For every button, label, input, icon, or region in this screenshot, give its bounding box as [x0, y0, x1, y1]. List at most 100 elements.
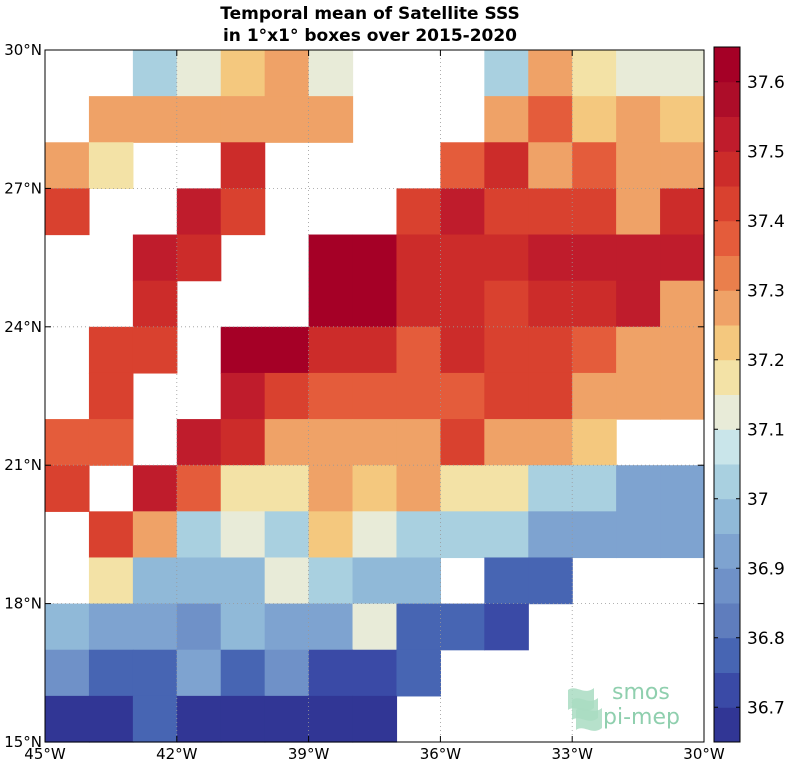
heatmap-cell	[176, 188, 222, 236]
heatmap-cell	[264, 603, 310, 651]
heatmap-cell	[308, 419, 354, 466]
heatmap-cell	[88, 649, 134, 697]
colorbar-segment	[714, 637, 740, 673]
heatmap-cell	[176, 50, 222, 97]
colorbar-tick-label: 37.1	[747, 420, 785, 440]
heatmap-cell	[396, 465, 441, 512]
plot-frame	[44, 49, 705, 743]
heatmap-cell	[264, 96, 310, 143]
heatmap-cell	[660, 465, 705, 512]
y-tick-label: 18°N	[4, 595, 42, 613]
heatmap-cell	[176, 419, 222, 466]
heatmap-cell	[484, 142, 529, 189]
colorbar-tick-label: 37.5	[747, 142, 785, 162]
heatmap-cell	[484, 96, 529, 143]
heatmap-cell	[308, 280, 354, 328]
colorbar-segment	[714, 533, 740, 569]
chart-title-line-2: in 1°x1° boxes over 2015-2020	[223, 26, 517, 46]
heatmap-cell	[484, 326, 529, 374]
heatmap-cell	[352, 372, 398, 420]
chart-title-line-1: Temporal mean of Satellite SSS	[220, 4, 519, 24]
colorbar-frame	[713, 46, 741, 743]
heatmap-cell	[88, 557, 134, 605]
heatmap-cell	[440, 372, 485, 420]
x-tick-label: 39°W	[288, 745, 330, 763]
heatmap-cell	[308, 50, 354, 97]
heatmap-cell	[616, 234, 661, 282]
heatmap-cell	[484, 372, 529, 420]
heatmap-cell	[660, 511, 705, 559]
heatmap-cell	[396, 511, 441, 559]
heatmap-cell	[528, 280, 573, 328]
heatmap-cell	[176, 96, 222, 143]
heatmap-cell	[528, 234, 573, 282]
heatmap-cell	[264, 50, 310, 97]
y-tick-label: 24°N	[4, 318, 42, 336]
heatmap-cell	[176, 649, 222, 697]
heatmap-cell	[308, 96, 354, 143]
heatmap-cell	[572, 188, 617, 236]
heatmap-cell	[528, 465, 573, 512]
heatmap-cell	[440, 326, 485, 374]
colorbar-segment	[714, 151, 740, 187]
colorbar: 36.7 36.8 36.9 37 37.1 37.2 37.3 37.4 37.5 37.6	[713, 46, 785, 743]
heatmap-cell	[440, 603, 485, 651]
heatmap-cell	[220, 603, 266, 651]
heatmap-cell	[572, 234, 617, 282]
heatmap-cell	[88, 695, 134, 743]
y-tick-label: 27°N	[4, 179, 42, 197]
logo-wave-shape	[576, 708, 602, 731]
heatmap-cell	[660, 96, 705, 143]
heatmap-cell	[88, 326, 134, 374]
heatmap-cell	[396, 372, 441, 420]
heatmap-cell	[132, 326, 178, 374]
chart-title: Temporal mean of Satellite SSS in 1°x1° …	[220, 4, 519, 46]
heatmap-cell	[45, 188, 90, 236]
colorbar-segment	[714, 498, 740, 534]
heatmap-cell	[484, 557, 529, 605]
heatmap-cell	[176, 234, 222, 282]
heatmap-cell	[220, 419, 266, 466]
heatmap-cell	[572, 142, 617, 189]
heatmap-cell	[528, 326, 573, 374]
heatmap-cell	[484, 188, 529, 236]
colorbar-segment	[714, 220, 740, 256]
colorbar-segment	[714, 394, 740, 430]
heatmap-cell	[484, 511, 529, 559]
heatmap-cell	[88, 419, 134, 466]
heatmap-cell	[352, 280, 398, 328]
heatmap-cell	[308, 326, 354, 374]
heatmap-cell	[528, 372, 573, 420]
colorbar-segment	[714, 47, 740, 83]
colorbar-segment	[714, 464, 740, 500]
heatmap-cell	[176, 511, 222, 559]
heatmap-cell	[132, 603, 178, 651]
colorbar-tick-label: 36.8	[747, 629, 785, 649]
heatmap-cell	[616, 50, 661, 97]
heatmap-cell	[396, 419, 441, 466]
heatmap-cell	[396, 280, 441, 328]
heatmap-cell	[308, 465, 354, 512]
heatmap-cell	[264, 511, 310, 559]
heatmap-cell	[660, 372, 705, 420]
heatmap-cell	[264, 695, 310, 743]
heatmap-cell	[132, 557, 178, 605]
colorbar-tick-label: 37.3	[747, 281, 785, 301]
heatmap-cell	[572, 280, 617, 328]
colorbar-tick-label: 37.6	[747, 73, 785, 93]
heatmap-cell	[264, 419, 310, 466]
colorbar-segment	[714, 325, 740, 361]
colorbar-segment	[714, 186, 740, 222]
heatmap-cell	[572, 511, 617, 559]
y-axis-ticks: 15°N 18°N 21°N 24°N 27°N 30°N	[4, 41, 704, 751]
heatmap-cell	[132, 649, 178, 697]
colorbar-segment	[714, 672, 740, 708]
heatmap-cell	[264, 465, 310, 512]
heatmap-cell	[220, 695, 266, 743]
heatmap-cell	[660, 326, 705, 374]
heatmap-cell	[88, 603, 134, 651]
heatmap-cell	[220, 465, 266, 512]
heatmap-cell	[440, 234, 485, 282]
heatmap-cell	[308, 234, 354, 282]
